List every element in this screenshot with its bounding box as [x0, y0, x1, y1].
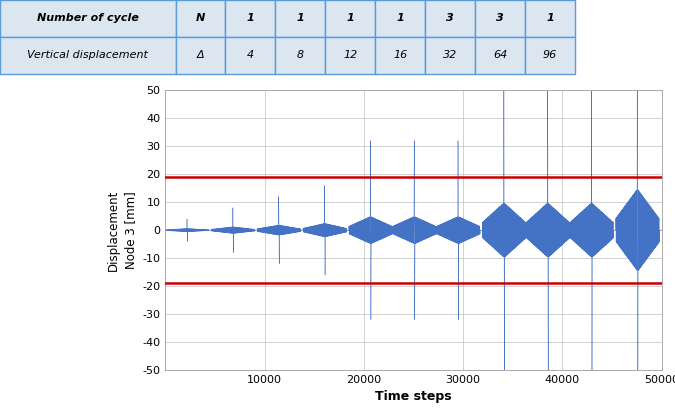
Bar — [375, 37, 425, 74]
Bar — [225, 0, 275, 37]
Bar — [225, 37, 275, 74]
Bar — [475, 37, 525, 74]
Text: 4: 4 — [247, 51, 254, 60]
X-axis label: Time steps: Time steps — [375, 390, 452, 403]
Text: 1: 1 — [396, 14, 404, 23]
Bar — [0, 37, 176, 74]
Text: 96: 96 — [543, 51, 558, 60]
Bar — [475, 0, 525, 37]
Bar — [0, 0, 176, 37]
Text: 12: 12 — [343, 51, 358, 60]
Bar — [325, 37, 375, 74]
Text: 8: 8 — [297, 51, 304, 60]
Text: 16: 16 — [393, 51, 408, 60]
Text: 3: 3 — [496, 14, 504, 23]
Text: Vertical displacement: Vertical displacement — [27, 51, 148, 60]
Text: 64: 64 — [493, 51, 508, 60]
Text: N: N — [196, 14, 205, 23]
Bar — [275, 0, 325, 37]
Bar — [425, 0, 475, 37]
Bar — [325, 0, 375, 37]
Bar — [375, 0, 425, 37]
Text: 3: 3 — [446, 14, 454, 23]
Bar — [525, 37, 575, 74]
Text: 1: 1 — [246, 14, 254, 23]
Bar — [176, 37, 225, 74]
Y-axis label: Displacement
Node 3 [mm]: Displacement Node 3 [mm] — [107, 189, 137, 271]
Text: Δ: Δ — [196, 51, 205, 60]
Text: 1: 1 — [346, 14, 354, 23]
Text: 1: 1 — [546, 14, 554, 23]
Text: 1: 1 — [296, 14, 304, 23]
Bar — [275, 37, 325, 74]
Text: Number of cycle: Number of cycle — [37, 14, 138, 23]
Bar — [525, 0, 575, 37]
Bar — [176, 0, 225, 37]
Bar — [425, 37, 475, 74]
Text: 32: 32 — [443, 51, 458, 60]
